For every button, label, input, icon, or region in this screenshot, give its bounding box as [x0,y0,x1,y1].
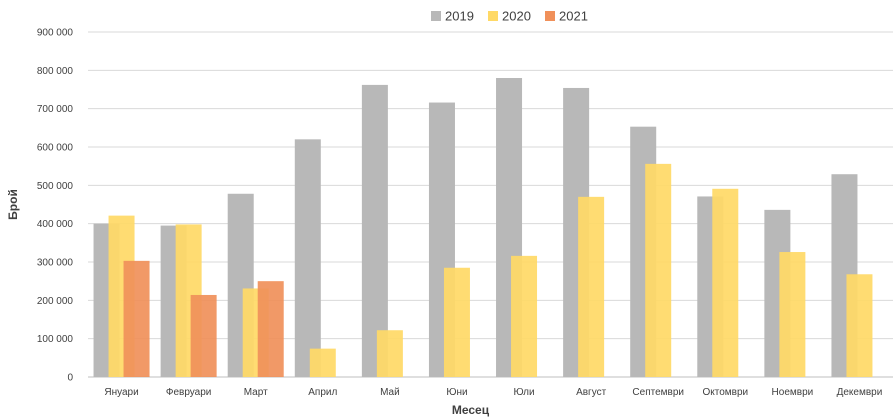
bar-2020-5 [443,267,470,377]
bar-2020-9 [712,188,739,377]
bars [93,78,873,378]
x-tick-label: Юни [446,387,467,398]
x-tick-label: Декември [837,387,883,398]
x-tick-label: Септември [632,387,684,398]
legend-label-2021: 2021 [559,9,588,24]
y-tick-label: 500 000 [37,181,74,192]
x-tick-label: Януари [104,387,138,398]
y-tick-label: 900 000 [37,28,74,39]
legend-swatch-2021 [545,11,555,21]
x-tick-label: Май [380,387,400,398]
y-tick-label: 0 [67,373,73,384]
bar-2020-11 [846,274,873,377]
legend: 2019 2020 2021 [431,9,588,24]
y-tick-label: 400 000 [37,219,74,230]
bar-2020-3 [309,348,336,377]
bar-2020-8 [645,163,672,377]
bar-2019-3 [294,139,321,377]
y-tick-label: 600 000 [37,143,74,154]
bar-2020-10 [779,252,806,377]
x-tick-label: Ноември [772,387,814,398]
legend-swatch-2020 [488,11,498,21]
y-axis-ticks: 0 100 000 200 000 300 000 400 000 500 000 600 … [37,28,74,384]
bar-2020-7 [578,196,605,377]
y-tick-label: 800 000 [37,66,74,77]
y-tick-label: 300 000 [37,258,74,269]
legend-label-2020: 2020 [502,9,531,24]
x-tick-label: Юли [514,387,535,398]
bar-2020-4 [376,330,403,377]
x-tick-label: Август [576,387,607,398]
x-tick-label: Април [308,387,337,398]
y-tick-label: 200 000 [37,296,74,307]
x-tick-label: Март [244,387,268,398]
gridlines [88,31,893,378]
y-tick-label: 100 000 [37,334,74,345]
bar-2021-2 [257,281,284,377]
x-tick-label: Февруари [166,387,212,398]
bar-2021-0 [123,260,150,377]
y-tick-label: 700 000 [37,104,74,115]
bar-2021-1 [190,294,217,377]
x-tick-label: Октомври [702,387,748,398]
bar-2019-4 [361,84,388,378]
x-axis-title: Месец [452,403,490,417]
legend-label-2019: 2019 [445,9,474,24]
y-axis-title: Брой [6,189,20,220]
legend-swatch-2019 [431,11,441,21]
bar-2020-6 [511,255,538,377]
x-axis-ticks: Януари Февруари Март Април Май Юни Юли Август Се… [104,387,882,398]
